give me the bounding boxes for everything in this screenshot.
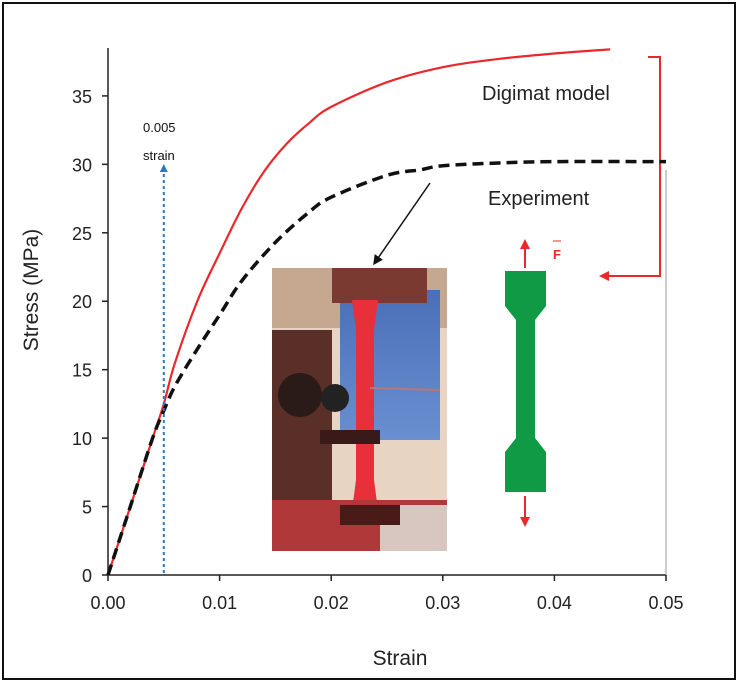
strain-note-line1: 0.005	[143, 120, 176, 135]
series-label-digimat: Digimat model	[482, 83, 610, 105]
x-tick-label: 0.01	[202, 593, 237, 613]
y-tick-label: 15	[72, 361, 92, 381]
x-tick-label: 0.00	[90, 593, 125, 613]
x-axis-title: Strain	[373, 647, 428, 670]
x-tick-label: 0.02	[314, 593, 349, 613]
strain-note-line2: strain	[143, 148, 175, 163]
ticks-layer: 0.00 0.01 0.02 0.03 0.04 0.05 0 5 10 15 20 25 30 35	[72, 87, 684, 613]
y-tick-label: 30	[72, 155, 92, 175]
y-tick-label: 25	[72, 224, 92, 244]
y-tick-label: 5	[82, 498, 92, 518]
series-line-digimat-model	[106, 48, 611, 576]
y-tick-label: 35	[72, 87, 92, 107]
series-label-experiment: Experiment	[488, 188, 590, 210]
force-label: F	[553, 247, 561, 262]
y-axis-title: Stress (MPa)	[20, 229, 43, 352]
y-tick-label: 20	[72, 292, 92, 312]
y-tick-label: 10	[72, 429, 92, 449]
x-tick-label: 0.05	[648, 593, 683, 613]
experiment-photo-arrow	[373, 182, 431, 266]
dogbone-specimen	[505, 271, 546, 492]
specimen-photo	[272, 268, 447, 551]
series-line-experiment	[106, 159, 667, 576]
y-tick-label: 0	[82, 566, 92, 586]
x-tick-label: 0.03	[425, 593, 460, 613]
x-tick-label: 0.04	[537, 593, 572, 613]
model-bracket-connector	[599, 56, 661, 281]
series-layer	[106, 48, 667, 576]
